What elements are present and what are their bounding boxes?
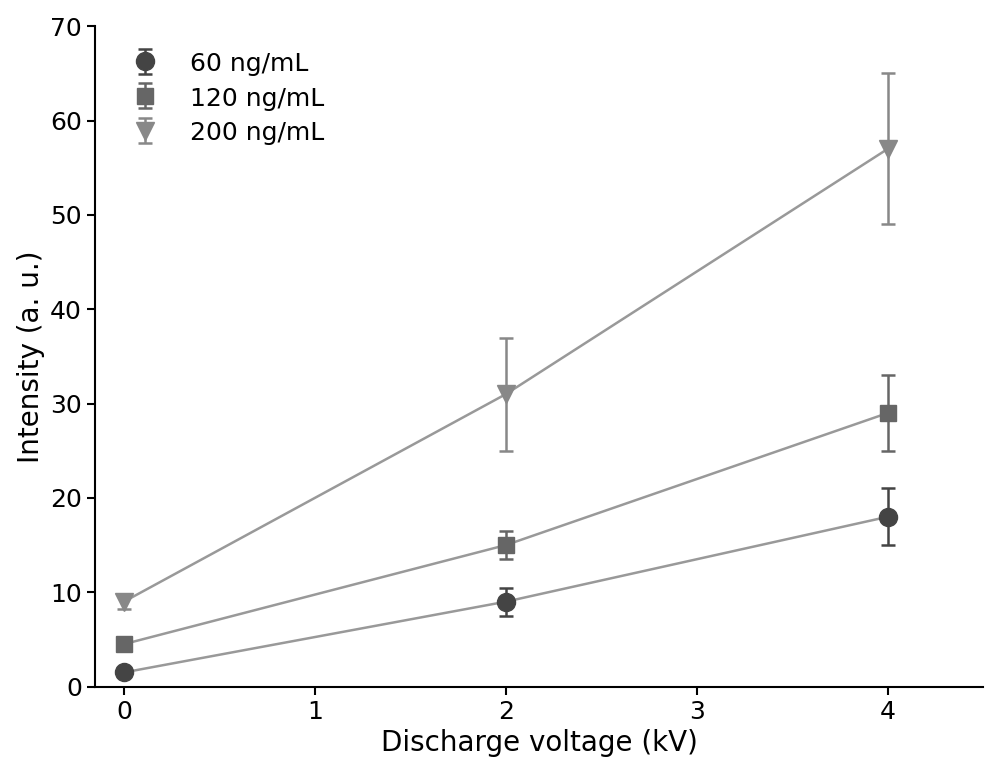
Legend: 60 ng/mL, 120 ng/mL, 200 ng/mL: 60 ng/mL, 120 ng/mL, 200 ng/mL: [108, 39, 337, 158]
X-axis label: Discharge voltage (kV): Discharge voltage (kV): [381, 729, 698, 757]
Y-axis label: Intensity (a. u.): Intensity (a. u.): [17, 250, 45, 463]
